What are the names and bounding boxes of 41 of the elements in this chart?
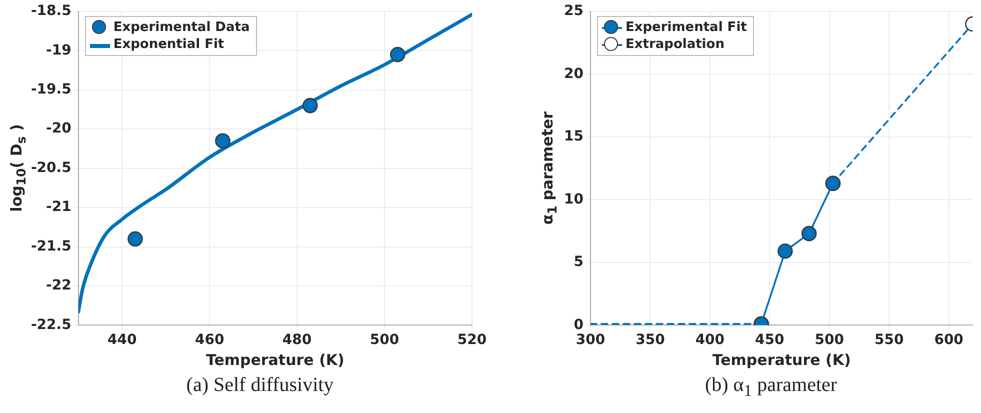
point	[302, 98, 318, 114]
x-tick-label: 460	[194, 332, 224, 348]
x-tick-label: 500	[370, 332, 400, 348]
point	[778, 243, 793, 259]
x-tick-label: 500	[814, 332, 844, 348]
x-tick-label: 300	[576, 332, 606, 348]
x-tick-label: 400	[695, 332, 725, 348]
legend-label: Experimental Fit	[625, 19, 747, 36]
x-tick-label: 600	[934, 332, 964, 348]
point	[128, 231, 143, 247]
y-tick-label: 25	[564, 3, 584, 20]
point	[801, 226, 817, 242]
y-tick-label: -18.5	[30, 3, 72, 20]
y-tick-label: -20	[46, 120, 72, 137]
point	[215, 133, 230, 148]
x-axis-title: Temperature (K)	[206, 350, 344, 369]
y-tick-label: -20.5	[30, 160, 72, 176]
x-tick-label: 520	[457, 332, 487, 348]
y-tick-label: 0	[574, 316, 584, 333]
y-tick-label: -19.5	[30, 81, 72, 98]
y-tick-label: -22.5	[30, 316, 72, 333]
x-tick-label: 480	[282, 332, 312, 348]
y-tick-label: -22	[46, 278, 72, 294]
y-tick-label: -21.5	[30, 238, 72, 254]
y-tick-label: -19	[46, 42, 72, 58]
y-tick-label: 15	[564, 128, 584, 145]
legend-label: Extrapolation	[625, 36, 724, 54]
text: (a) Self diffusivity	[185, 374, 335, 397]
y-tick-label: 20	[564, 66, 584, 82]
y-tick-label: 5	[574, 254, 584, 270]
x-tick-label: 550	[874, 332, 904, 348]
x-axis-title: Temperature (K)	[712, 350, 851, 369]
y-tick-label: 10	[564, 191, 584, 208]
x-tick-label: 450	[755, 332, 785, 348]
legend-label: Exponential Fit	[113, 36, 224, 54]
text: (b) α$_{1}$ parameter	[704, 374, 838, 401]
x-tick-label: 440	[107, 332, 137, 348]
y-tick-label: -21	[46, 199, 72, 216]
legend-label: Experimental Data	[113, 19, 250, 36]
x-tick-label: 350	[636, 332, 666, 348]
point	[390, 46, 406, 62]
